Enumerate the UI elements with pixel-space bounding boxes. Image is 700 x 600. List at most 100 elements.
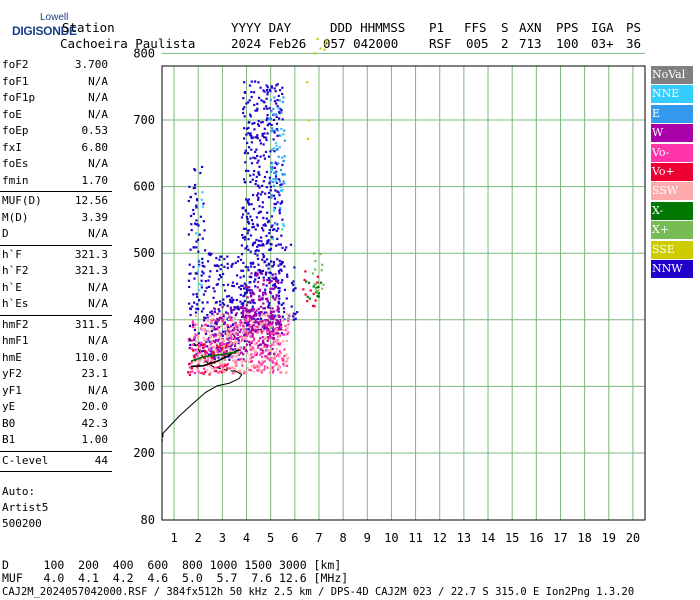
data-point	[283, 348, 286, 351]
data-point	[249, 115, 252, 118]
data-point	[284, 361, 287, 364]
data-point	[225, 342, 228, 345]
data-point	[268, 182, 271, 185]
data-point	[188, 363, 191, 366]
data-point	[266, 91, 269, 94]
data-point	[204, 345, 207, 348]
data-point	[246, 199, 249, 202]
data-point	[279, 371, 282, 374]
data-point	[193, 186, 196, 190]
data-point	[260, 363, 263, 366]
data-point	[235, 337, 238, 340]
data-point	[271, 148, 274, 151]
data-point	[250, 95, 253, 99]
data-point	[306, 295, 309, 298]
data-point	[252, 331, 255, 334]
data-point	[269, 98, 272, 102]
data-point	[234, 261, 237, 264]
data-point	[235, 341, 238, 344]
data-point	[231, 281, 235, 284]
data-point	[220, 362, 224, 365]
data-point	[277, 310, 280, 313]
data-point	[270, 317, 273, 320]
data-point	[243, 287, 246, 290]
data-point	[225, 295, 229, 298]
data-point	[272, 361, 275, 364]
chart-trace-lines	[161, 338, 243, 443]
data-point	[272, 209, 276, 212]
data-point	[272, 369, 275, 372]
data-point	[273, 228, 276, 231]
data-point	[268, 332, 272, 335]
data-point	[213, 335, 216, 338]
data-point	[190, 347, 193, 350]
data-point	[210, 356, 213, 359]
data-point	[239, 340, 242, 344]
data-point	[193, 355, 196, 359]
data-point	[239, 358, 242, 361]
data-point	[231, 284, 234, 287]
param-row: B0 42.3	[0, 417, 112, 434]
data-point	[215, 355, 218, 359]
data-point	[189, 371, 192, 374]
data-point	[205, 286, 208, 289]
data-point	[294, 317, 297, 320]
data-point	[197, 258, 200, 262]
data-point	[243, 106, 246, 109]
data-point	[274, 339, 277, 342]
data-point	[243, 346, 246, 349]
data-point	[273, 310, 276, 313]
data-point	[236, 307, 239, 311]
data-point	[223, 350, 226, 353]
data-point	[250, 308, 254, 311]
data-point	[267, 304, 270, 307]
data-point	[271, 313, 274, 317]
data-point	[217, 356, 220, 359]
data-point	[189, 343, 192, 347]
data-point	[234, 361, 237, 364]
data-point	[315, 286, 318, 289]
data-point	[277, 332, 280, 335]
data-point	[245, 133, 248, 136]
data-point	[286, 275, 289, 278]
data-point	[215, 342, 218, 346]
data-point	[264, 136, 268, 139]
data-point	[272, 297, 275, 300]
data-point	[263, 101, 266, 104]
data-point	[268, 371, 271, 374]
data-point	[257, 321, 260, 324]
data-point	[280, 234, 283, 237]
data-point	[292, 312, 295, 315]
data-point	[194, 314, 197, 317]
data-point	[225, 343, 228, 347]
data-point	[248, 343, 252, 346]
data-point	[248, 354, 251, 357]
data-point	[253, 169, 256, 173]
data-point	[270, 123, 273, 127]
data-point	[265, 105, 268, 108]
param-value: 311.5	[74, 317, 108, 331]
data-point	[203, 339, 206, 342]
data-point	[266, 117, 269, 120]
data-point	[214, 264, 218, 268]
data-point	[242, 332, 245, 335]
data-point	[270, 225, 273, 228]
data-point	[278, 194, 281, 197]
data-point	[260, 310, 263, 314]
data-point	[195, 240, 198, 243]
data-point	[262, 351, 265, 354]
data-point	[212, 328, 215, 331]
data-point	[241, 207, 244, 210]
data-point	[270, 127, 274, 130]
data-point	[276, 98, 279, 102]
data-point	[262, 283, 265, 286]
data-point	[258, 362, 261, 365]
data-point	[273, 87, 276, 90]
data-point	[198, 361, 201, 364]
data-point	[261, 201, 265, 204]
ps-label: PS	[626, 20, 642, 35]
data-point	[273, 197, 277, 200]
data-point	[255, 321, 258, 324]
data-point	[281, 200, 284, 203]
data-point	[241, 364, 244, 367]
